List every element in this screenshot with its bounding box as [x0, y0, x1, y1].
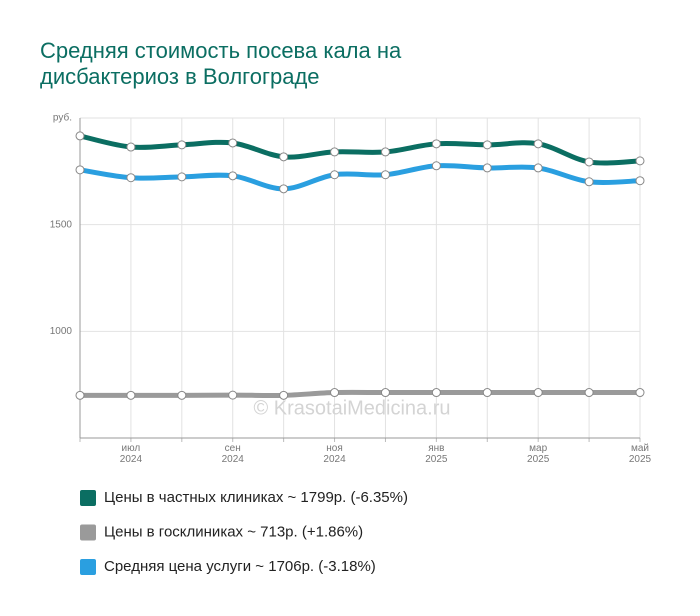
chart-title: Средняя стоимость посева кала на дисбакт… [40, 38, 402, 89]
legend-label: Цены в частных клиниках ~ 1799р. (-6.35%… [104, 489, 408, 506]
point [126, 173, 136, 183]
y-tick-label: руб. [53, 112, 72, 124]
point [330, 388, 340, 398]
series-line [77, 163, 643, 192]
legend-label: Средняя цена услуги ~ 1706р. (-3.18%) [104, 558, 376, 575]
legend-swatch [80, 524, 96, 541]
point [228, 171, 238, 181]
point [279, 152, 289, 162]
x-tick-label: сен 2024 [221, 443, 244, 465]
point [380, 388, 390, 398]
y-tick-label: 1500 [50, 219, 73, 230]
legend-label: Цены в госклиниках ~ 713р. (+1.86%) [104, 523, 363, 540]
x-tick-label: май 2025 [628, 443, 652, 465]
point [330, 147, 340, 157]
point [482, 140, 492, 150]
point [228, 390, 238, 400]
point [126, 142, 136, 152]
legend-swatch [80, 559, 96, 575]
point [380, 147, 390, 157]
point [635, 156, 645, 166]
watermark: © KrasotaiMedicina.ru [253, 397, 450, 419]
x-tick-label: мар 2025 [527, 443, 550, 465]
point [279, 184, 289, 194]
point [330, 170, 340, 180]
point [584, 157, 594, 167]
point [584, 177, 594, 187]
point [380, 170, 390, 180]
x-tick-label: янв 2025 [425, 443, 448, 465]
x-tick-label: июл 2024 [119, 443, 143, 465]
point [533, 139, 543, 149]
point [177, 390, 187, 400]
point [482, 388, 492, 398]
point [533, 163, 543, 173]
point [635, 388, 645, 398]
point [75, 131, 85, 141]
point [126, 390, 136, 400]
point [431, 139, 441, 149]
point [431, 161, 441, 171]
series-line [77, 133, 643, 166]
point [228, 138, 238, 148]
point [75, 390, 85, 400]
point [177, 172, 187, 182]
point [279, 390, 289, 400]
series-line [77, 389, 643, 398]
point [635, 176, 645, 186]
point [75, 165, 85, 175]
point [482, 163, 492, 173]
point [177, 140, 187, 150]
point [584, 388, 594, 398]
x-tick-label: ноя 2024 [323, 443, 346, 465]
legend-swatch [80, 490, 96, 506]
point [533, 388, 543, 398]
point [431, 388, 441, 398]
y-tick-label: 1000 [50, 326, 73, 337]
